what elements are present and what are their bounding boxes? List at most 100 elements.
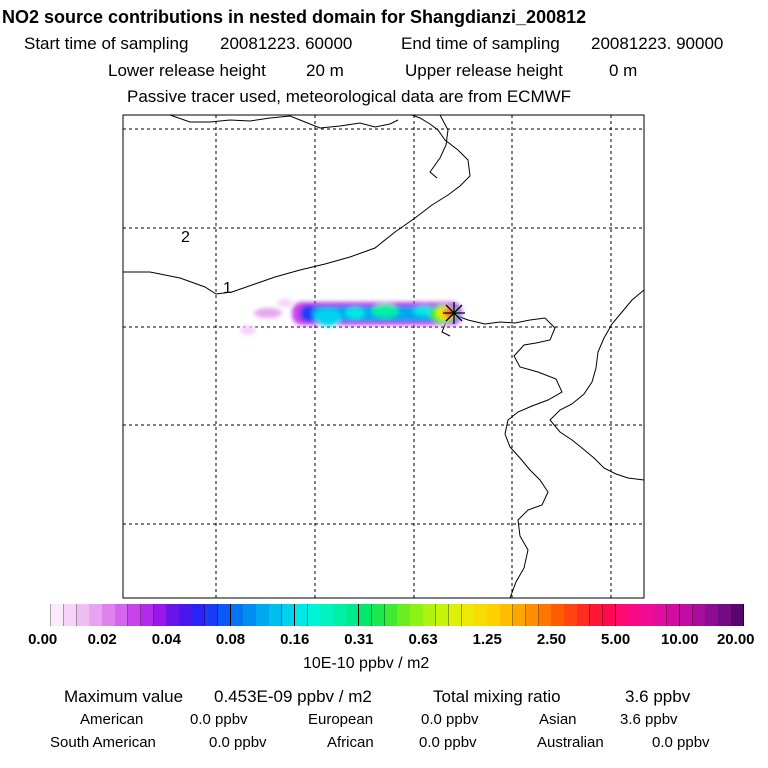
colorbar-swatch [410,604,424,626]
tracer-note: Passive tracer used, meteorological data… [127,87,572,106]
max-value-label: Maximum value [64,687,184,706]
colorbar-swatch [179,604,193,626]
colorbar-swatch [76,604,90,626]
grid-label-2: 2 [181,229,190,246]
colorbar-swatch [281,604,296,626]
page-title: NO2 source contributions in nested domai… [2,7,587,27]
region-name: Asian [539,711,577,728]
colorbar-swatch [256,604,270,626]
colorbar-swatch [50,604,65,626]
colorbar-swatch [577,604,591,626]
colorbar-swatch [461,604,475,626]
colorbar-swatch [115,604,129,626]
colorbar-swatch [192,604,206,626]
grid-label-1: 1 [223,280,232,297]
upper-release-value: 0 m [609,61,638,80]
colorbar-swatch [230,604,244,626]
colorbar-swatch [435,604,450,626]
total-mixing-label: Total mixing ratio [433,687,561,706]
colorbar-tick-label: 0.00 [28,631,58,648]
colorbar-swatch [538,604,552,626]
colorbar-tick-label: 0.08 [215,631,246,648]
colorbar-tick-label: 2.50 [536,631,567,648]
colorbar-swatch [423,604,437,626]
region-value: 3.6 ppbv [620,711,678,728]
colorbar-tick-label: 0.04 [151,631,181,648]
colorbar-swatch [384,604,398,626]
colorbar-swatch [487,604,501,626]
colorbar-swatch [641,604,655,626]
colorbar-swatch [500,604,514,626]
region-value: 0.0 ppbv [652,734,710,751]
colorbar-swatch [89,604,103,626]
colorbar-swatch [602,604,617,626]
map-frame [122,114,645,599]
colorbar-swatch [127,604,142,626]
end-time-value: 20081223. 90000 [591,34,724,53]
colorbar-swatch [269,604,283,626]
colorbar-swatch [731,604,745,626]
lower-release-value: 20 m [306,61,344,80]
colorbar-swatch [217,604,232,626]
colorbar-swatch [153,604,167,626]
max-value: 0.453E-09 ppbv / m2 [214,687,372,706]
colorbar-swatch [525,604,540,626]
colorbar-swatch [666,604,681,626]
colorbar-swatch [654,604,668,626]
colorbar-swatch [38,604,52,626]
total-mixing-value: 3.6 ppbv [625,687,691,706]
colorbar-tick-label: 0.63 [408,631,438,648]
end-time-label: End time of sampling [401,34,560,53]
colorbar-swatch [615,604,629,626]
colorbar-unit: 10E-10 ppbv / m2 [303,655,430,672]
start-time-value: 20081223. 60000 [220,34,353,53]
colorbar-swatch [448,604,463,626]
region-value: 0.0 ppbv [421,711,479,728]
colorbar-swatch [692,604,706,626]
colorbar-swatch [474,604,488,626]
colorbar-swatch [243,604,257,626]
colorbar-tick-label: 5.00 [601,631,631,648]
colorbar-swatch [589,604,604,626]
colorbar-swatch [397,604,411,626]
colorbar-swatch [102,604,116,626]
colorbar-tick-label: 0.31 [344,631,374,648]
region-value: 0.0 ppbv [209,734,267,751]
colorbar-swatch [63,604,77,626]
colorbar-swatch [551,604,565,626]
map-gridlines [123,115,644,598]
colorbar-tick-label: 0.02 [87,631,117,648]
colorbar-swatch [512,604,527,626]
colorbar-tick-label: 0.16 [280,631,310,648]
colorbar-tick-label: 1.25 [472,631,502,648]
colorbar-swatch [307,604,321,626]
colorbar-swatch [628,604,642,626]
coastline-boundaries [123,115,644,598]
colorbar-swatch [294,604,309,626]
colorbar-swatch [140,604,155,626]
upper-release-label: Upper release height [405,61,563,80]
concentration-plume [240,299,462,335]
station-marker-icon [443,302,465,324]
colorbar-swatch [320,604,334,626]
region-name: American [80,711,144,728]
colorbar-swatch [705,604,719,626]
colorbar-swatch [204,604,219,626]
colorbar-tick-label: 20.00 [716,631,755,648]
colorbar-swatch [371,604,386,626]
region-value: 0.0 ppbv [419,734,477,751]
region-name: African [327,734,374,751]
colorbar-swatch [346,604,360,626]
colorbar-swatch [333,604,347,626]
region-value: 0.0 ppbv [190,711,248,728]
region-name: South American [50,734,156,751]
region-name: European [308,711,374,728]
start-time-label: Start time of sampling [24,34,189,53]
colorbar-swatch [679,604,694,626]
map-panel: 2 1 [122,114,645,599]
colorbar-swatch [564,604,578,626]
colorbar-swatch [166,604,180,626]
region-name: Australian [537,734,604,751]
colorbar-swatch [358,604,373,626]
colorbar-tick-label: 10.00 [661,631,699,648]
